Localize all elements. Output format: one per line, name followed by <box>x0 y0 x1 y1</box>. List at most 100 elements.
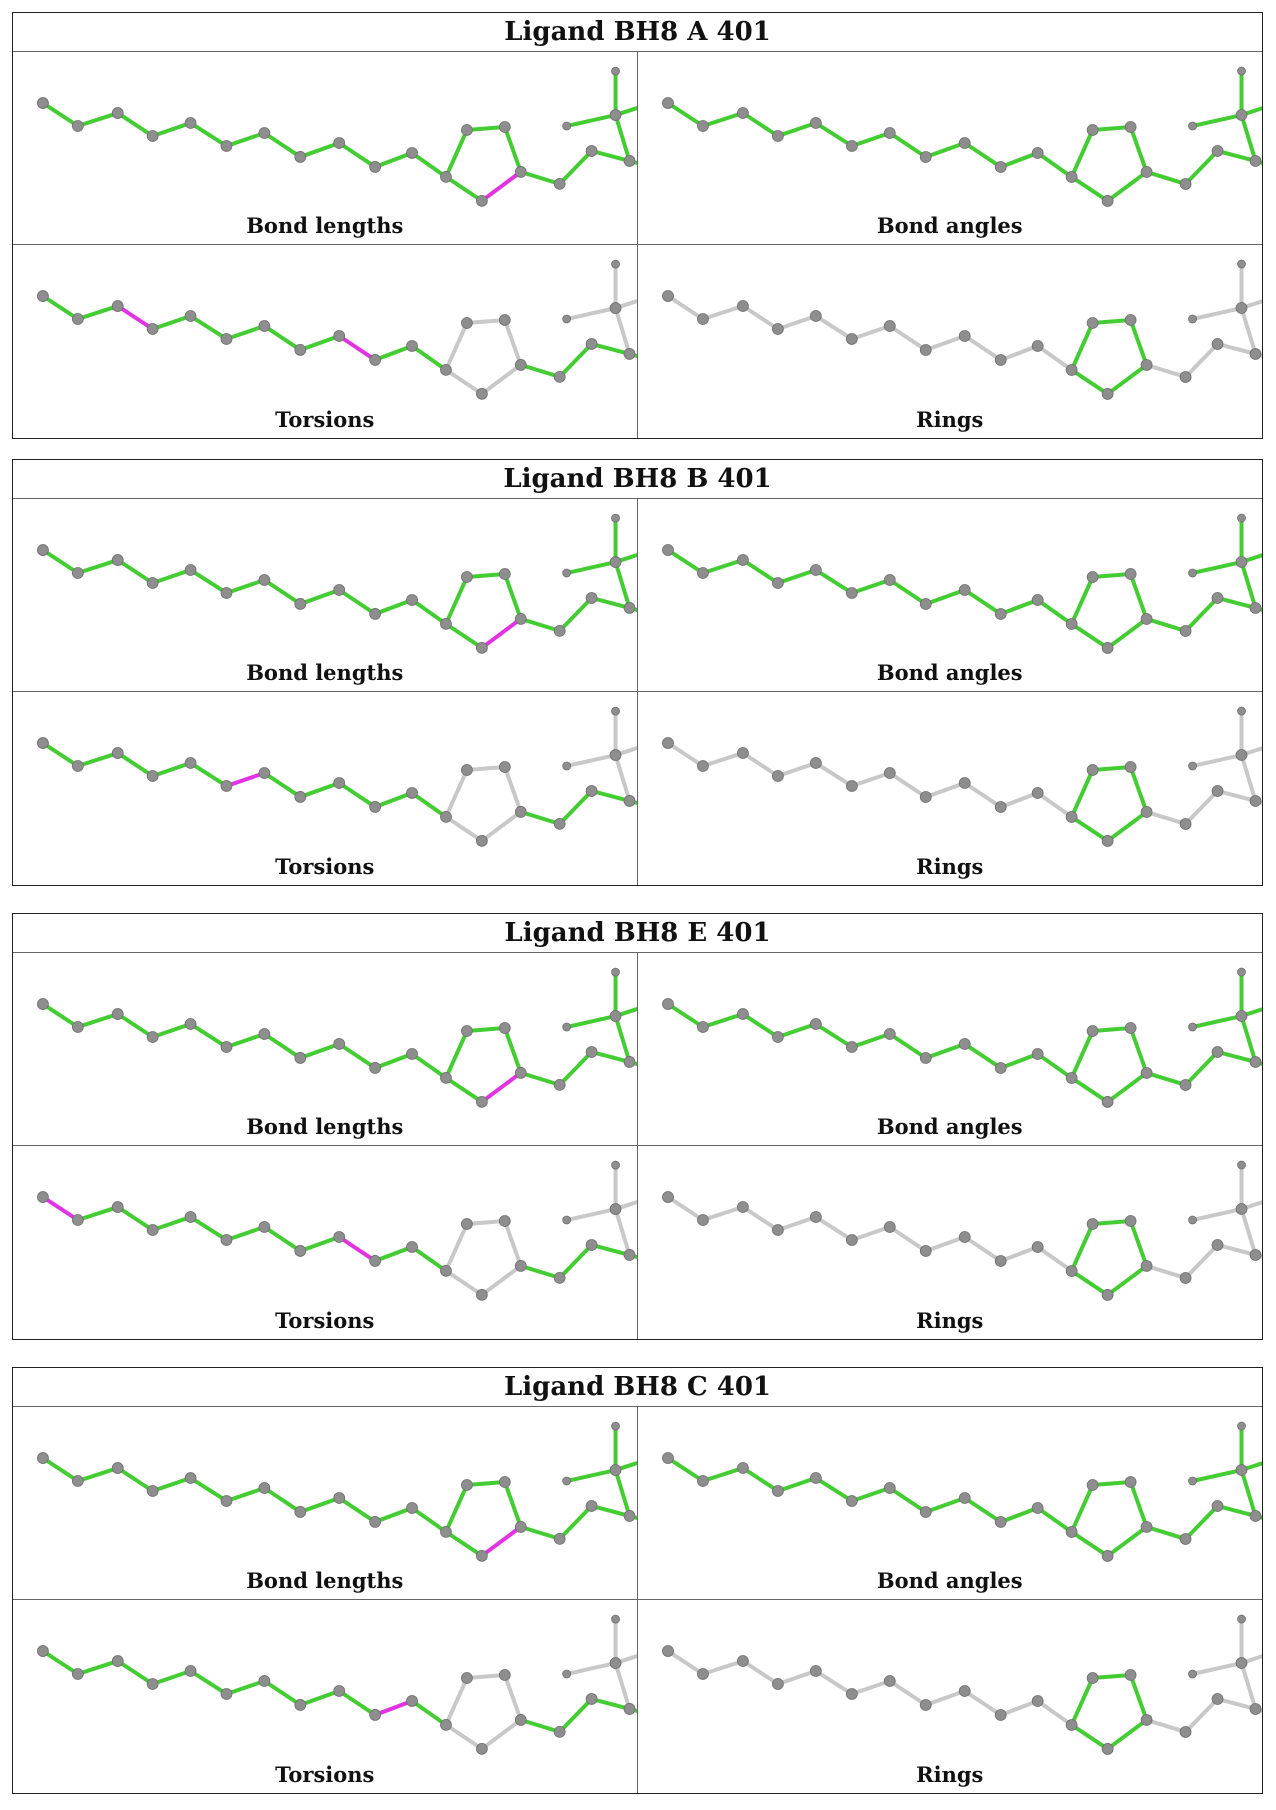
atom <box>661 290 674 302</box>
bond <box>1239 1014 1258 1064</box>
atom <box>294 344 307 356</box>
bond <box>962 587 1003 616</box>
atom <box>1065 364 1078 376</box>
atom <box>440 811 452 823</box>
bond <box>923 1495 967 1514</box>
atom <box>406 787 418 799</box>
bond <box>479 169 523 203</box>
bond <box>410 150 448 179</box>
atom <box>1235 1657 1247 1669</box>
bond <box>40 1002 80 1030</box>
bond <box>224 771 267 788</box>
atom <box>333 584 346 596</box>
atom <box>71 1214 84 1226</box>
atom <box>1086 1218 1099 1230</box>
bond <box>923 333 967 352</box>
bond <box>410 343 448 372</box>
atom <box>146 770 159 782</box>
bond <box>557 1696 594 1734</box>
bond <box>115 304 155 331</box>
atom <box>440 364 452 376</box>
atom <box>1086 1479 1099 1491</box>
atom <box>406 594 418 606</box>
atom <box>71 1021 84 1033</box>
bond <box>373 1698 415 1717</box>
bond <box>665 548 705 576</box>
bond <box>188 1215 229 1242</box>
atom <box>1101 1096 1114 1108</box>
atom <box>919 1245 932 1257</box>
atom <box>440 171 452 183</box>
atom <box>553 817 566 830</box>
bond <box>998 1698 1040 1717</box>
bond <box>262 1225 303 1253</box>
atom <box>461 571 473 583</box>
bond <box>1090 1026 1133 1033</box>
bond <box>1183 1503 1220 1541</box>
bond <box>1144 169 1188 186</box>
atom <box>609 1464 622 1476</box>
bond <box>373 150 415 169</box>
bond <box>1069 814 1110 843</box>
atom <box>37 998 49 1010</box>
atom <box>883 320 896 332</box>
bond <box>188 568 229 595</box>
atom <box>553 370 566 383</box>
bond <box>813 1022 854 1049</box>
bond <box>1035 1505 1074 1534</box>
bond <box>337 780 378 809</box>
molecule-diagram <box>37 1160 637 1301</box>
bond <box>589 788 632 803</box>
atom <box>1187 314 1197 324</box>
panel-label: Bond angles <box>876 213 1023 238</box>
bond <box>298 140 342 159</box>
atom <box>958 777 971 789</box>
bond <box>115 1466 155 1493</box>
atom <box>369 608 382 620</box>
atom <box>71 1668 84 1680</box>
atom <box>611 1421 620 1431</box>
atom <box>1086 764 1099 776</box>
atom <box>771 1031 784 1043</box>
bond <box>1069 1676 1095 1727</box>
bond <box>410 1244 448 1273</box>
atom <box>771 323 784 335</box>
bond <box>564 1468 618 1484</box>
atom <box>609 302 622 314</box>
atom <box>845 780 858 792</box>
bond <box>1183 148 1220 186</box>
atom <box>294 791 307 803</box>
atom <box>1124 314 1137 326</box>
bond <box>775 314 818 331</box>
bond <box>1215 341 1258 356</box>
bond <box>665 1195 705 1223</box>
bond <box>502 1219 523 1268</box>
bond <box>849 1225 892 1242</box>
bond <box>564 113 618 129</box>
atom <box>1140 359 1152 371</box>
bond <box>1069 1483 1095 1534</box>
bond <box>962 333 1003 362</box>
bond <box>849 771 892 788</box>
atom <box>994 1516 1007 1528</box>
bond <box>962 1234 1003 1263</box>
atom <box>771 130 784 142</box>
atom <box>461 1672 473 1684</box>
bond <box>1069 1529 1110 1558</box>
bond <box>188 314 229 341</box>
bond <box>224 578 267 595</box>
atom <box>146 130 159 142</box>
bond <box>1090 1673 1133 1680</box>
bond <box>998 1051 1040 1070</box>
bond <box>613 1468 632 1518</box>
atom <box>1101 642 1114 654</box>
atom <box>661 97 674 109</box>
atom <box>461 317 473 329</box>
bond <box>443 128 469 179</box>
atom <box>883 1675 896 1687</box>
bond <box>665 1649 705 1677</box>
bond <box>75 1466 120 1484</box>
atom <box>1236 967 1246 977</box>
bond <box>740 304 780 331</box>
bond <box>887 131 928 159</box>
